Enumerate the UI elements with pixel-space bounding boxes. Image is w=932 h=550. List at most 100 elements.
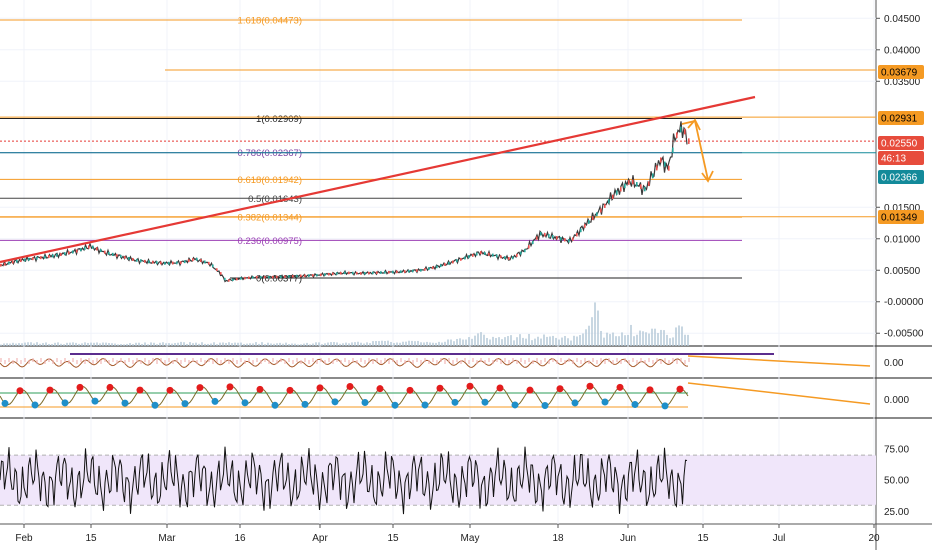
volume-bar	[450, 339, 452, 346]
candle	[96, 247, 98, 251]
candle	[488, 252, 490, 256]
candle	[332, 272, 334, 276]
indicator-1-bar	[340, 360, 342, 364]
candle	[436, 265, 438, 269]
volume-bar	[126, 343, 128, 346]
indicator-1-bar	[640, 358, 642, 362]
indicator-2-dot	[391, 401, 399, 409]
indicator-1-bar	[536, 358, 538, 362]
volume-bar	[294, 343, 296, 346]
trend-line[interactable]	[0, 95, 756, 264]
candle	[656, 165, 658, 171]
indicator-1-bar	[520, 358, 522, 362]
volume-bar	[513, 340, 515, 346]
price-tag-label: 0.01349	[881, 213, 918, 224]
indicator-1-bar	[120, 358, 122, 362]
indicator-1-bar	[368, 358, 370, 362]
indicator-1-bar	[168, 358, 170, 362]
candle	[272, 275, 274, 279]
volume-bar	[225, 343, 227, 346]
indicator-1-bar	[164, 360, 166, 364]
candle	[4, 262, 6, 266]
volume-bar	[363, 343, 365, 346]
volume-bar	[66, 342, 68, 346]
fib-level-label: 0(0.00377)	[256, 274, 302, 285]
indicator-2-dot	[466, 382, 474, 390]
indicator-1-bar	[248, 358, 250, 362]
volume-bar	[576, 336, 578, 346]
candle	[8, 261, 10, 265]
indicator-1-bar	[36, 360, 38, 364]
indicator-1-bar	[604, 360, 606, 364]
time-tick-label: 15	[85, 533, 97, 544]
candle	[676, 132, 678, 139]
volume-bar	[660, 329, 662, 346]
volume-bar	[351, 342, 353, 346]
candle	[184, 260, 186, 264]
volume-bar	[417, 340, 419, 346]
indicator-2-trendline	[687, 382, 871, 405]
price-tag	[878, 210, 924, 224]
candle	[624, 183, 626, 189]
volume-bar	[564, 335, 566, 346]
indicator-1-bar	[136, 358, 138, 362]
candle	[172, 261, 174, 265]
indicator-2-dot	[316, 384, 324, 392]
indicator-1-bar	[216, 358, 218, 362]
indicator-1-bar	[84, 360, 86, 364]
indicator-1-bar	[256, 358, 258, 362]
volume-bar	[63, 344, 65, 346]
indicator-1-bar	[548, 360, 550, 364]
volume-bar	[477, 333, 479, 346]
indicator-1-bar	[32, 358, 34, 362]
indicator-1-bar	[372, 360, 374, 364]
indicator-1-bar	[352, 358, 354, 362]
time-tick-label: 15	[387, 533, 399, 544]
indicator-1-bar	[436, 360, 438, 364]
indicator-2-dot	[376, 385, 384, 393]
indicator-2-dot	[601, 398, 609, 406]
volume-bar	[636, 334, 638, 346]
indicator-1-bar	[432, 358, 434, 362]
price-tick-label: 0.00500	[884, 266, 921, 277]
indicator-1-bar	[420, 360, 422, 364]
candle	[240, 277, 242, 280]
indicator-1-bar	[328, 358, 330, 362]
indicator-1-bar	[144, 358, 146, 362]
candle	[168, 261, 170, 265]
volume-bar	[561, 337, 563, 346]
volume-bar	[573, 335, 575, 346]
candle	[316, 273, 318, 277]
indicator-1-bar	[412, 360, 414, 364]
indicator-1-bar	[400, 358, 402, 362]
candle	[372, 271, 374, 275]
volume-bar	[432, 342, 434, 346]
volume-bar	[138, 342, 140, 346]
volume-bar	[615, 336, 617, 346]
candle	[100, 248, 102, 253]
indicator-1-bar	[356, 360, 358, 364]
candle	[252, 276, 254, 279]
candle	[308, 274, 310, 277]
candle	[300, 274, 302, 278]
fib-level-label: 0.786(0.02367)	[238, 148, 302, 159]
volume-bar	[240, 342, 242, 346]
price-tag-label: 0.02931	[881, 114, 918, 125]
candle	[40, 256, 42, 260]
volume-bar	[249, 343, 251, 346]
volume-bar	[153, 342, 155, 346]
volume-bar	[543, 334, 545, 346]
rsi-tick-label: 50.00	[884, 476, 909, 487]
candle	[360, 272, 362, 275]
candle	[164, 261, 166, 265]
volume-bar	[381, 340, 383, 346]
price-tick-label: 0.04500	[884, 14, 921, 25]
indicator-1-bar	[636, 360, 638, 364]
indicator-2-dot	[1, 399, 9, 407]
volume-bar	[117, 344, 119, 346]
indicator-1-bar	[88, 358, 90, 362]
volume-bar	[18, 343, 20, 346]
volume-bar	[498, 337, 500, 346]
candle	[636, 182, 638, 187]
